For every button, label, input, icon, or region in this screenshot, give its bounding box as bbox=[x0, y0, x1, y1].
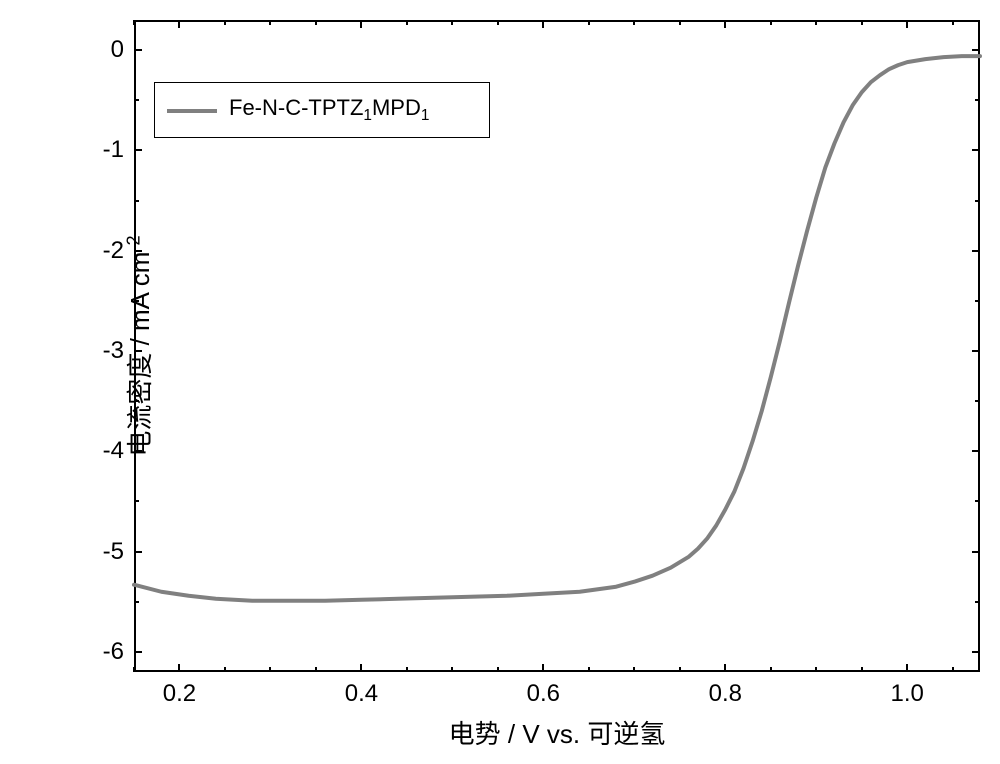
series-curve bbox=[0, 0, 1000, 764]
legend-box: Fe-N-C-TPTZ1MPD1 bbox=[154, 82, 490, 138]
legend-label: Fe-N-C-TPTZ1MPD1 bbox=[229, 95, 429, 125]
chart-figure: 0.20.40.60.81.0 0-1-2-3-4-5-6 电势 / V vs.… bbox=[0, 0, 1000, 764]
legend-swatch bbox=[167, 109, 217, 113]
